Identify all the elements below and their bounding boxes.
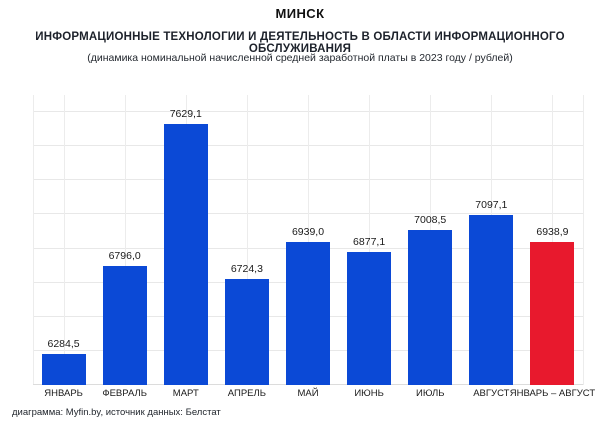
bar-value-label: 6877,1 [353, 236, 386, 249]
chart-note: (динамика номинальной начисленной средне… [87, 52, 513, 64]
bar-value-label: 6939,0 [291, 225, 325, 238]
x-axis-label: МАЙ [297, 388, 319, 399]
bar [163, 124, 208, 385]
bar [41, 353, 86, 385]
bar-value-label: 7008,5 [414, 214, 447, 227]
x-axis-label: ФЕВРАЛЬ [102, 388, 147, 399]
x-axis-label: ИЮЛЬ [415, 388, 445, 399]
bar [224, 278, 269, 385]
x-gridline [552, 95, 554, 385]
x-axis-label: АПРЕЛЬ [227, 388, 266, 399]
x-axis-label: АВГУСТ [473, 388, 510, 399]
x-gridline [583, 95, 584, 385]
bar [102, 266, 147, 385]
x-axis-label: ЯНВАРЬ – АВГУСТ [509, 388, 596, 399]
x-axis-label: ЯНВАРЬ [44, 388, 83, 399]
bar-value-label: 7097,1 [475, 198, 508, 211]
bar-value-label: 6796,0 [108, 250, 141, 263]
bar [469, 214, 514, 385]
bar-value-label: 6938,9 [536, 225, 569, 238]
x-gridline [33, 95, 34, 385]
x-gridline [63, 95, 65, 385]
bar [408, 230, 453, 385]
bar-value-label: 6724,3 [230, 262, 263, 275]
x-gridline [246, 95, 248, 385]
x-gridline [308, 95, 309, 385]
chart-title: МИНСК [275, 6, 325, 21]
x-gridline [369, 95, 371, 385]
bar-value-label: 7629,1 [169, 108, 202, 121]
source-credit: диаграмма: Myfin.by, источник данных: Бе… [12, 407, 221, 418]
chart-subtitle: ИНФОРМАЦИОННЫЕ ТЕХНОЛОГИИ И ДЕЯТЕЛЬНОСТЬ… [35, 31, 565, 55]
bar [530, 241, 575, 385]
x-gridline [124, 95, 126, 385]
x-axis-label: МАРТ [172, 388, 199, 399]
bar-value-label: 6284,5 [47, 337, 80, 350]
plot-area: 6284,5 ЯНВАРЬ 6796,0 ФЕВРАЛЬ 7629,1 МАРТ 6724,… [33, 95, 595, 399]
x-axis-label: ИЮНЬ [354, 388, 384, 399]
bar [347, 252, 392, 385]
bar [286, 241, 330, 385]
